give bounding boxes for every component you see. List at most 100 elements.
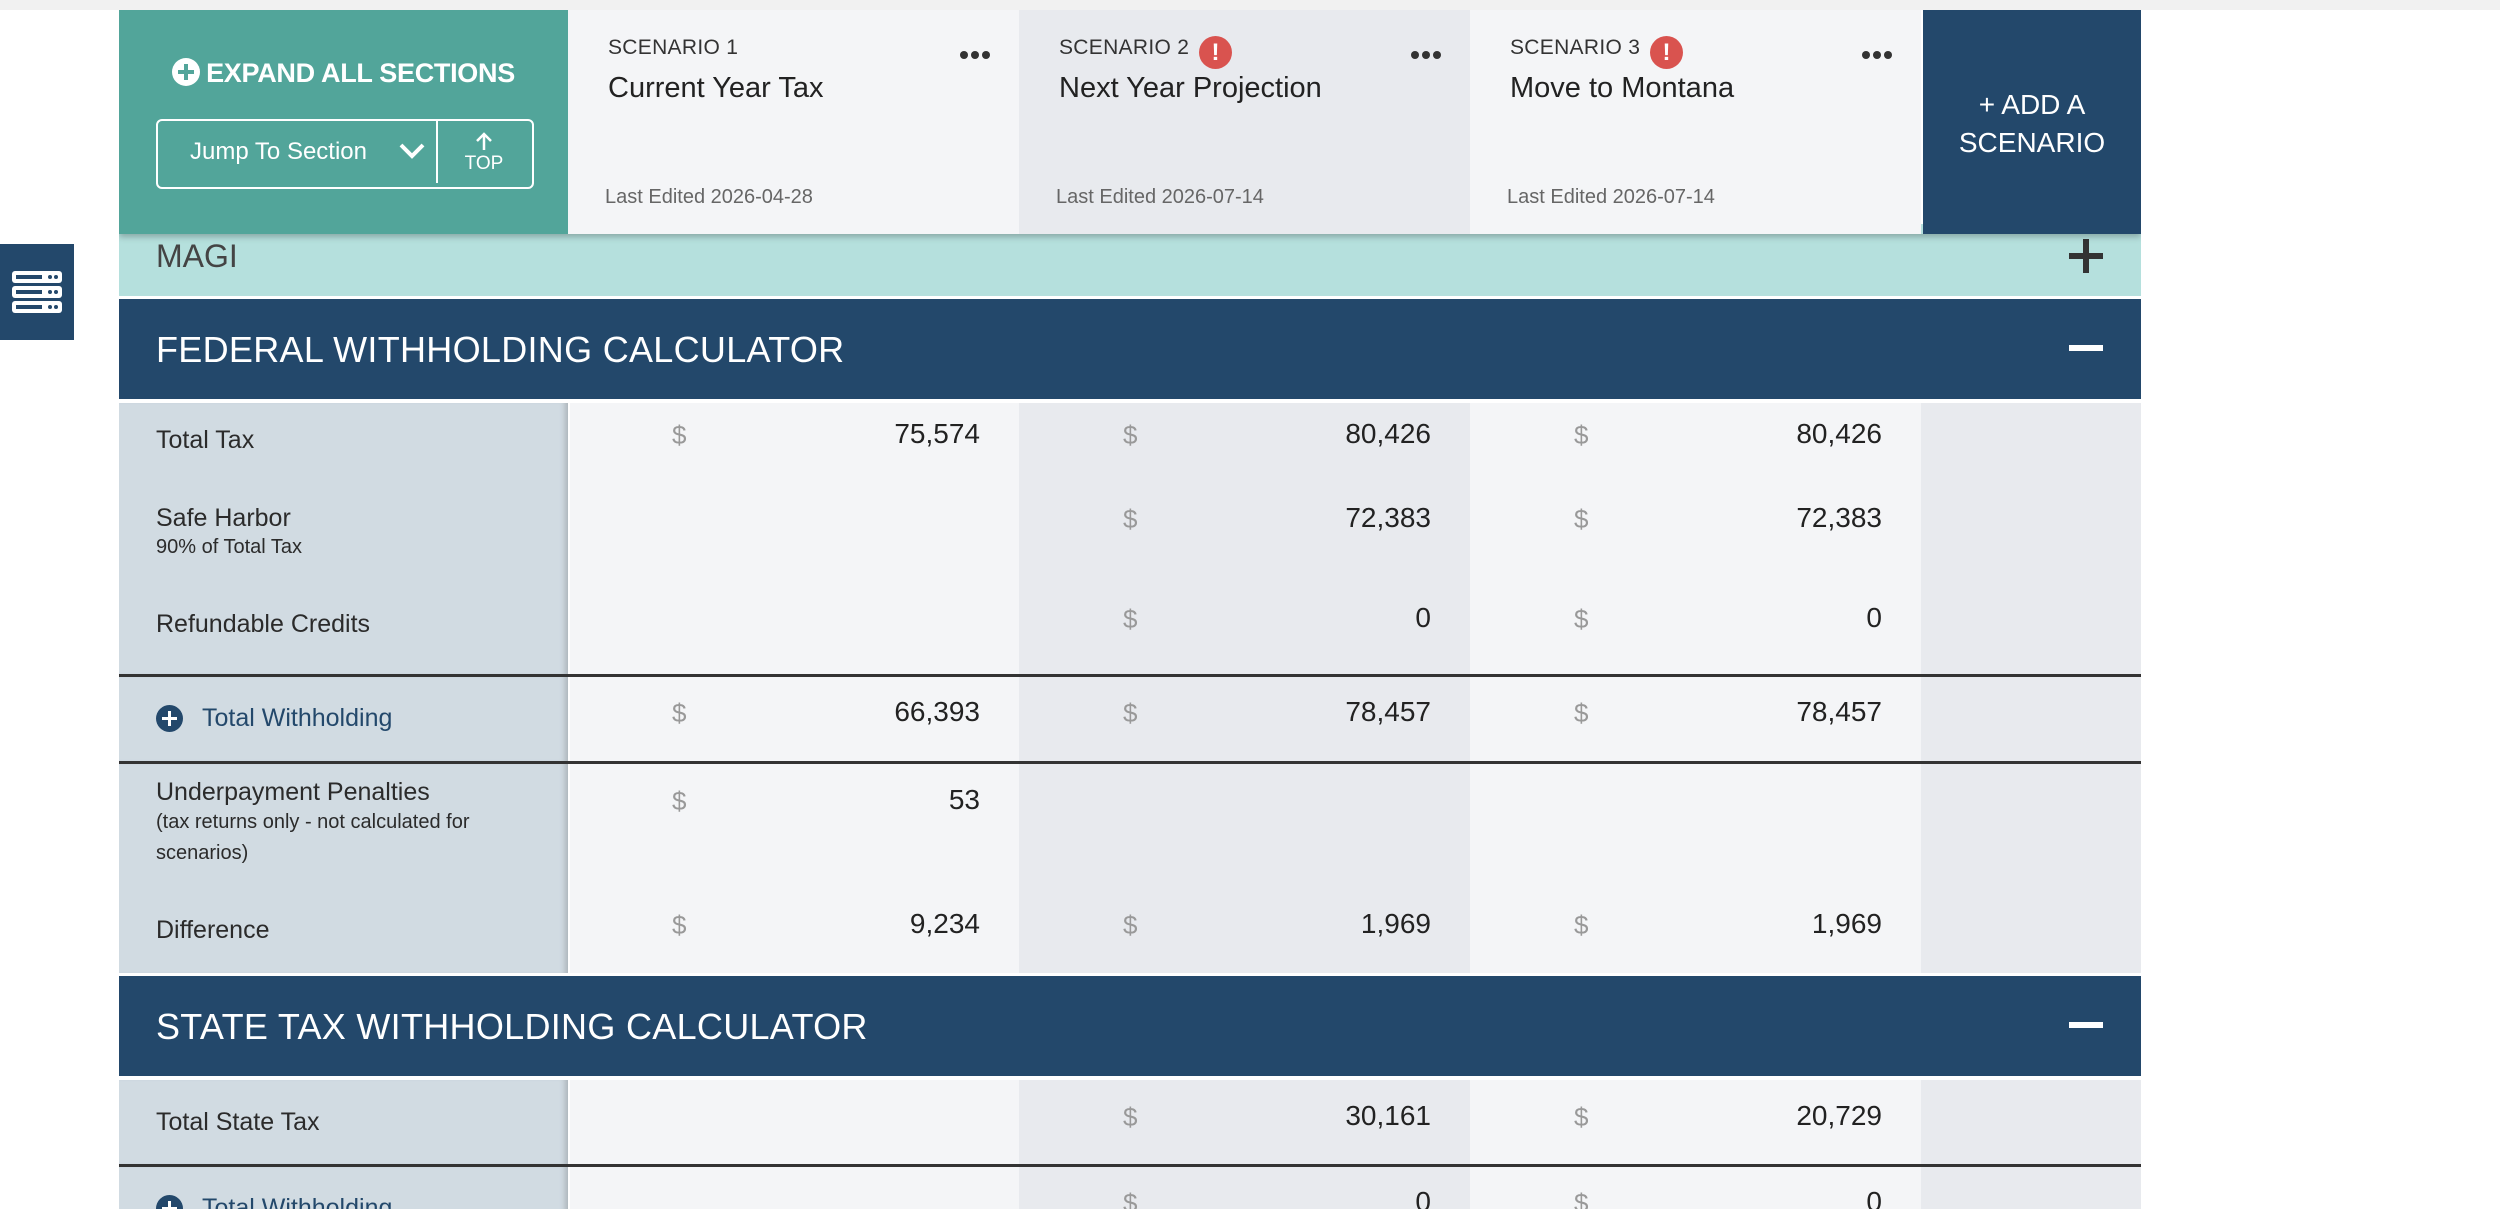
- section-title: MAGI: [156, 238, 238, 274]
- scroll-top-button[interactable]: TOP: [438, 121, 530, 183]
- total-withholding-link[interactable]: Total Withholding: [202, 704, 393, 732]
- row-label-total-state-tax: Total State Tax: [156, 1108, 320, 1136]
- currency-symbol: $: [1574, 1188, 1589, 1209]
- state-col-2: [1019, 1080, 1470, 1164]
- federal-label-col: [119, 403, 568, 674]
- side-panel-toggle[interactable]: [0, 244, 74, 340]
- row-divider: [119, 761, 2141, 764]
- federal-lower-col-4: [1921, 764, 2141, 973]
- value-cell: 1,969: [1811, 908, 1882, 939]
- scenario-number: SCENARIO 2: [1059, 36, 1190, 59]
- federal-withholding-col-1: [570, 677, 1019, 761]
- federal-col-1: [570, 403, 1019, 674]
- jump-to-section-select[interactable]: Jump To Section: [158, 121, 436, 183]
- federal-col-3: [1470, 403, 1921, 674]
- value-cell: 9,234: [909, 908, 980, 939]
- plus-circle-icon: [172, 58, 201, 86]
- state-withholding-col-4: [1921, 1167, 2141, 1209]
- value-cell: 0: [1415, 602, 1431, 633]
- row-label-underpayment: Underpayment Penalties: [156, 778, 430, 806]
- scenario-menu-button[interactable]: [1408, 46, 1441, 64]
- expand-all-sections-button[interactable]: EXPAND ALL SECTIONS: [119, 58, 568, 89]
- scenario-menu-button[interactable]: [957, 46, 990, 64]
- currency-symbol: $: [1574, 504, 1589, 534]
- state-withholding-label-col: [119, 1167, 568, 1209]
- scenario-number-wrap: SCENARIO 2!: [1059, 36, 1233, 69]
- currency-symbol: $: [1123, 420, 1138, 450]
- value-cell: 80,426: [1345, 418, 1431, 449]
- state-col-3: [1470, 1080, 1921, 1164]
- plus-icon[interactable]: [2069, 239, 2103, 273]
- state-section-header[interactable]: STATE TAX WITHHOLDING CALCULATOR: [119, 976, 2141, 1076]
- minus-icon[interactable]: [2069, 1022, 2103, 1028]
- row-sublabel-underpayment-1: (tax returns only - not calculated for: [156, 811, 470, 833]
- federal-withholding-col-2: [1019, 677, 1470, 761]
- magi-section-header[interactable]: MAGI: [119, 224, 2141, 296]
- federal-withholding-col-3: [1470, 677, 1921, 761]
- scenario-header: EXPAND ALL SECTIONS Jump To Section TOP: [119, 10, 2141, 234]
- federal-withholding-col-4: [1921, 677, 2141, 761]
- plus-circle-icon[interactable]: [156, 1195, 183, 1209]
- server-list-icon: [12, 271, 62, 313]
- state-withholding-col-2: [1019, 1167, 1470, 1209]
- row-label-difference: Difference: [156, 916, 270, 944]
- row-label-total-tax: Total Tax: [156, 426, 255, 454]
- add-scenario-button[interactable]: + ADD A SCENARIO: [1923, 10, 2141, 234]
- value-cell: 66,393: [894, 696, 980, 727]
- exclamation-icon[interactable]: !: [1650, 36, 1684, 69]
- value-cell: 0: [1866, 602, 1882, 633]
- exclamation-icon[interactable]: !: [1199, 36, 1233, 69]
- federal-lower-label-col: [119, 764, 568, 973]
- header-controls: EXPAND ALL SECTIONS Jump To Section TOP: [119, 10, 568, 234]
- state-withholding-col-3: [1470, 1167, 1921, 1209]
- add-scenario-label-2: SCENARIO: [1958, 127, 2106, 158]
- scenario-last-edited: Last Edited 2026-04-28: [605, 186, 813, 208]
- state-total-withholding-link[interactable]: Total Withholding: [202, 1194, 393, 1209]
- state-col-1: [570, 1080, 1019, 1164]
- scenario-number: SCENARIO 3: [1510, 36, 1641, 59]
- jump-to-section-label: Jump To Section: [190, 138, 367, 165]
- arrow-up-icon: [476, 132, 492, 150]
- currency-symbol: $: [1574, 698, 1589, 728]
- currency-symbol: $: [672, 420, 687, 450]
- ellipsis-icon: [1862, 51, 1870, 59]
- value-cell: 75,574: [894, 418, 980, 449]
- currency-symbol: $: [1123, 698, 1138, 728]
- row-label-safe-harbor: Safe Harbor: [156, 504, 291, 532]
- row-label-refundable-credits: Refundable Credits: [156, 610, 371, 638]
- currency-symbol: $: [672, 910, 687, 940]
- currency-symbol: $: [1123, 1102, 1138, 1132]
- scenario-menu-button[interactable]: [1859, 46, 1892, 64]
- scenario-title: Current Year Tax: [608, 72, 824, 104]
- comparison-main: EXPAND ALL SECTIONS Jump To Section TOP: [119, 10, 2141, 1209]
- federal-section-header[interactable]: FEDERAL WITHHOLDING CALCULATOR: [119, 299, 2141, 399]
- value-cell: 72,383: [1796, 502, 1882, 533]
- value-cell: 53: [948, 784, 980, 815]
- scenario-title: Next Year Projection: [1059, 72, 1322, 104]
- scenario-number: SCENARIO 1: [608, 36, 739, 59]
- scenario-1-header[interactable]: SCENARIO 1 Current Year Tax Last Edited …: [568, 10, 1019, 234]
- add-scenario-label-1: + ADD A: [1978, 89, 2086, 120]
- value-cell: 0: [1866, 1186, 1882, 1209]
- scenario-3-header[interactable]: SCENARIO 3! Move to Montana Last Edited …: [1470, 10, 1921, 234]
- currency-symbol: $: [1123, 604, 1138, 634]
- federal-lower-col-2: [1019, 764, 1470, 973]
- value-cell: 0: [1415, 1186, 1431, 1209]
- value-cell: 1,969: [1360, 908, 1431, 939]
- top-strip: [0, 0, 2500, 10]
- currency-symbol: $: [1574, 910, 1589, 940]
- currency-symbol: $: [1123, 910, 1138, 940]
- jump-control: Jump To Section TOP: [156, 119, 534, 189]
- minus-icon[interactable]: [2069, 345, 2103, 351]
- section-title: FEDERAL WITHHOLDING CALCULATOR: [156, 329, 845, 370]
- currency-symbol: $: [1574, 604, 1589, 634]
- value-cell: 80,426: [1796, 418, 1882, 449]
- state-col-4: [1921, 1080, 2141, 1164]
- scenario-2-header[interactable]: SCENARIO 2! Next Year Projection Last Ed…: [1019, 10, 1470, 234]
- scenario-title: Move to Montana: [1510, 72, 1735, 104]
- value-cell: 72,383: [1345, 502, 1431, 533]
- plus-circle-icon[interactable]: [156, 705, 183, 732]
- row-sublabel-safe-harbor: 90% of Total Tax: [156, 536, 303, 558]
- ellipsis-icon: [960, 51, 968, 59]
- row-divider: [119, 674, 2141, 677]
